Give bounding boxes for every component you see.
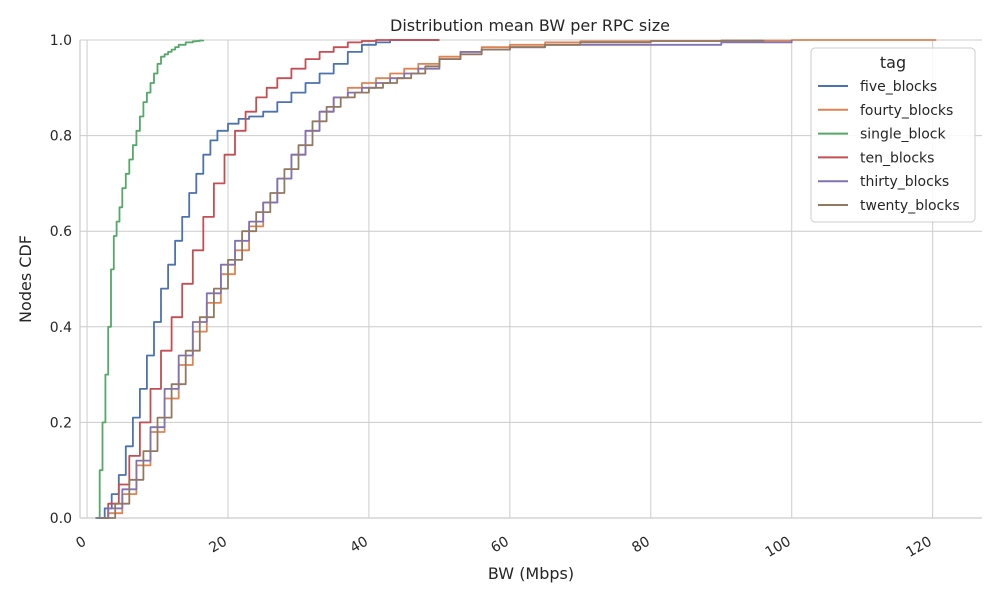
y-tick-label: 0.6 bbox=[50, 224, 72, 240]
legend-label: twenty_blocks bbox=[860, 198, 960, 214]
legend-label: five_blocks bbox=[860, 79, 937, 95]
series-line-thirty-blocks bbox=[97, 40, 793, 519]
x-tick-label: 60 bbox=[488, 534, 511, 557]
legend-label: single_block bbox=[860, 127, 946, 143]
axes-spines bbox=[79, 40, 982, 519]
y-tick-label: 0.0 bbox=[50, 511, 72, 527]
x-tick-label: 40 bbox=[347, 534, 370, 557]
y-tick-label: 0.2 bbox=[50, 415, 72, 431]
chart-title: Distribution mean BW per RPC size bbox=[390, 16, 670, 35]
x-tick-label: 0 bbox=[73, 534, 89, 552]
x-tick-labels: 0 20 40 60 80 100 120 bbox=[73, 534, 934, 561]
series-line-single-block bbox=[96, 39, 205, 519]
legend-title: tag bbox=[880, 53, 906, 72]
legend: tag five_blocks fourty_blocks single_block… bbox=[810, 47, 976, 223]
legend-label: ten_blocks bbox=[860, 150, 934, 166]
y-tick-label: 0.4 bbox=[50, 320, 72, 336]
series-layer bbox=[95, 39, 937, 519]
x-tick-label: 100 bbox=[763, 534, 794, 561]
y-tick-label: 1.0 bbox=[50, 33, 72, 49]
y-tick-label: 0.8 bbox=[50, 129, 72, 145]
x-tick-label: 20 bbox=[207, 534, 230, 557]
legend-label: thirty_blocks bbox=[860, 174, 949, 190]
y-axis-label: Nodes CDF bbox=[16, 235, 35, 323]
legend-items: five_blocks fourty_blocks single_block ten_… bbox=[818, 79, 960, 214]
y-tick-labels: 0.0 0.2 0.4 0.6 0.8 1.0 bbox=[50, 33, 72, 527]
x-axis-label: BW (Mbps) bbox=[488, 564, 574, 583]
series-line-twenty-blocks bbox=[101, 39, 765, 519]
x-tick-label: 120 bbox=[904, 534, 935, 561]
series-line-five-blocks bbox=[95, 39, 440, 519]
x-tick-label: 80 bbox=[629, 534, 652, 557]
legend-box bbox=[810, 47, 976, 223]
legend-label: fourty_blocks bbox=[860, 103, 953, 119]
series-line-ten-blocks bbox=[97, 39, 440, 519]
